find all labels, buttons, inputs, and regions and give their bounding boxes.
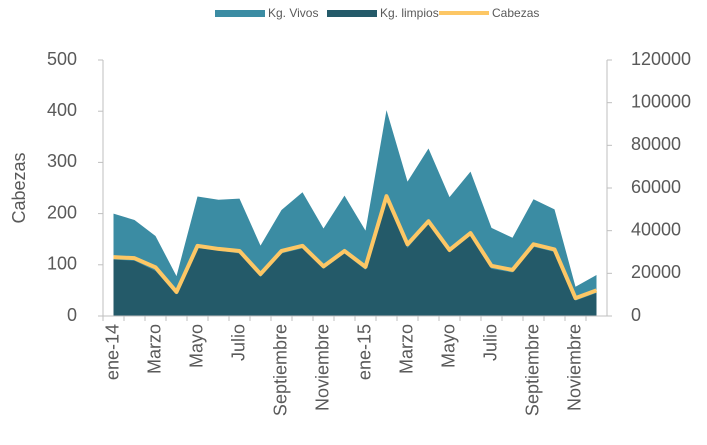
y-axis-label: Cabezas <box>9 152 29 223</box>
area <box>113 200 597 316</box>
line <box>113 194 598 301</box>
x-tick-label: Septiembre <box>270 324 290 416</box>
y-tick-label: 200 <box>47 202 77 222</box>
y2-tick-label: 120000 <box>631 49 691 69</box>
y2-tick-label: 20000 <box>631 262 681 282</box>
y-tick-label: 400 <box>47 100 77 120</box>
x-tick-label: Noviembre <box>312 324 332 411</box>
x-tick-label: Noviembre <box>564 324 584 411</box>
x-tick-label: ene-14 <box>102 324 122 380</box>
x-tick-label: Julio <box>480 324 500 361</box>
legend-swatch <box>215 10 265 17</box>
x-tick-label: Marzo <box>396 324 416 374</box>
y-tick-label: 0 <box>67 305 77 325</box>
legend-label: Kg. Vivos <box>268 6 318 20</box>
y2-tick-label: 100000 <box>631 91 691 111</box>
x-tick-label: Marzo <box>144 324 164 374</box>
y2-tick-label: 80000 <box>631 134 681 154</box>
x-tick-label: Mayo <box>438 324 458 368</box>
y-tick-label: 300 <box>47 151 77 171</box>
y-tick-label: 500 <box>47 49 77 69</box>
x-tick-label: Mayo <box>186 324 206 368</box>
x-tick-label: ene-15 <box>354 324 374 380</box>
y2-tick-label: 40000 <box>631 219 681 239</box>
legend-label: Kg. limpios <box>380 6 439 20</box>
y2-tick-label: 60000 <box>631 177 681 197</box>
legend-label: Cabezas <box>492 6 539 20</box>
y-tick-label: 100 <box>47 254 77 274</box>
x-tick-label: Septiembre <box>522 324 542 416</box>
y2-tick-label: 0 <box>631 305 641 325</box>
x-tick-label: Julio <box>228 324 248 361</box>
legend-swatch <box>327 10 377 17</box>
